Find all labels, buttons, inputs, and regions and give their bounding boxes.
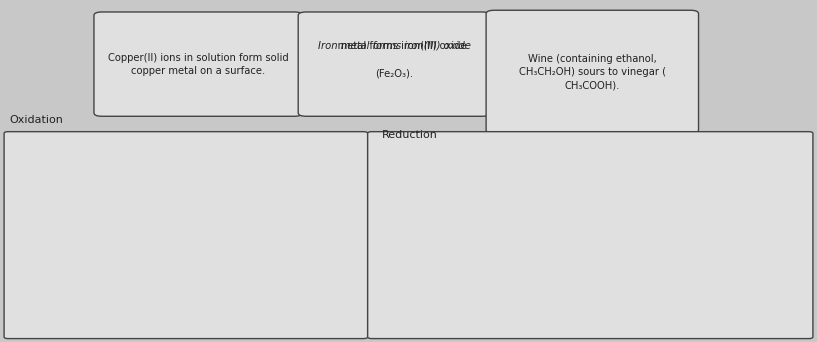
Text: Oxidation: Oxidation xyxy=(10,115,64,125)
FancyBboxPatch shape xyxy=(4,132,368,339)
Text: Copper(II) ions in solution form solid
copper metal on a surface.: Copper(II) ions in solution form solid c… xyxy=(108,53,288,76)
Text: Wine (containing ethanol,
CH₃CH₂OH) sours to vinegar (
CH₃COOH).: Wine (containing ethanol, CH₃CH₂OH) sour… xyxy=(519,54,666,90)
Text: metal forms iron(III) oxide: metal forms iron(III) oxide xyxy=(322,40,467,50)
FancyBboxPatch shape xyxy=(486,10,699,133)
Text: Iron metal forms iron(III) oxide: Iron metal forms iron(III) oxide xyxy=(318,40,471,50)
Text: Reduction: Reduction xyxy=(382,130,438,140)
FancyBboxPatch shape xyxy=(368,132,813,339)
FancyBboxPatch shape xyxy=(298,12,490,116)
Text: (Fe₂O₃).: (Fe₂O₃). xyxy=(375,68,413,79)
FancyBboxPatch shape xyxy=(94,12,302,116)
